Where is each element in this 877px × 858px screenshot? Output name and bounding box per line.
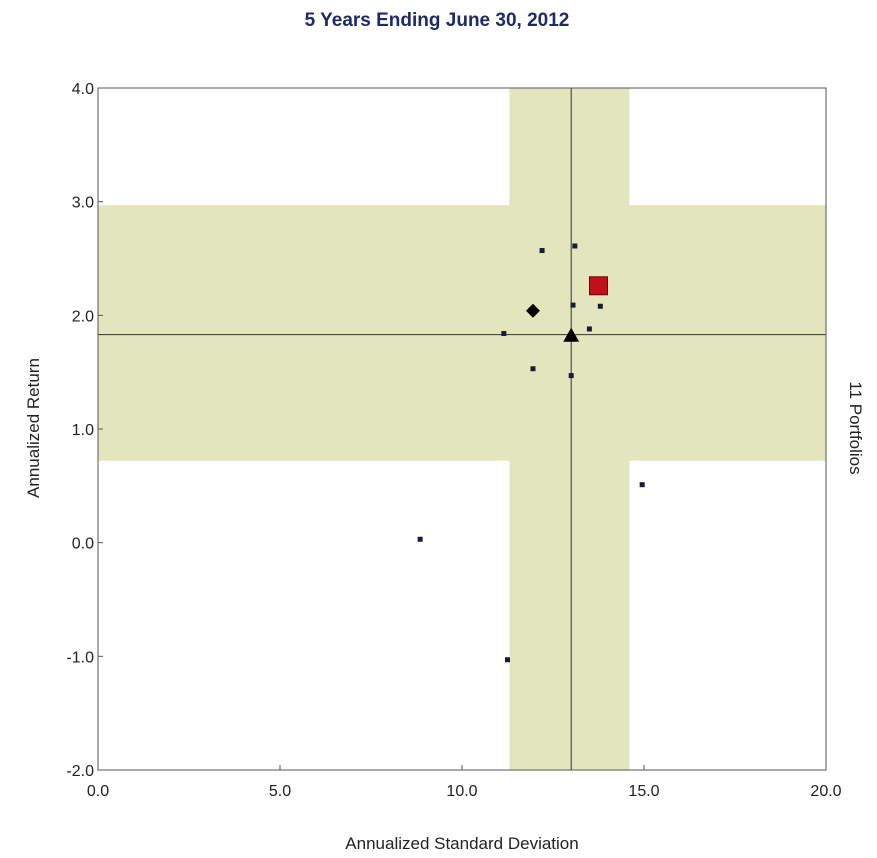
y-tick-label: 0.0 [72, 536, 94, 553]
portfolio-point [572, 243, 578, 249]
y-axis-ticks: -2.0 -1.0 0.0 1.0 2.0 3.0 4.0 [66, 81, 103, 780]
y-tick-label: 4.0 [72, 81, 94, 98]
portfolio-point [597, 303, 603, 309]
data-points [417, 243, 645, 663]
portfolio-point [505, 657, 510, 663]
y-tick-label: -1.0 [66, 649, 94, 666]
y-axis-label: Annualized Return [24, 358, 43, 498]
portfolio-point [501, 331, 507, 337]
y-tick-label: 3.0 [72, 195, 94, 212]
portfolio-point [639, 482, 645, 488]
x-tick-label: 15.0 [628, 783, 659, 800]
horizontal-band [98, 205, 826, 461]
y-tick-label: -2.0 [66, 763, 94, 780]
portfolio-point [568, 373, 574, 379]
diamond-marker [525, 303, 540, 318]
x-tick-label: 0.0 [87, 783, 109, 800]
x-tick-label: 5.0 [269, 783, 291, 800]
y-tick-label: 2.0 [72, 308, 94, 325]
portfolio-point [539, 248, 545, 254]
portfolio-count-label: 11 Portfolios [846, 381, 865, 474]
x-tick-label: 20.0 [810, 783, 841, 800]
portfolio-point [530, 366, 536, 372]
x-tick-label: 10.0 [446, 783, 477, 800]
portfolio-point [570, 302, 576, 308]
shaded-bands [98, 88, 826, 770]
triangle-marker [563, 327, 580, 342]
portfolio-point [586, 326, 592, 332]
x-axis-ticks: 0.0 5.0 10.0 15.0 20.0 [87, 765, 842, 800]
median-lines [98, 88, 826, 770]
portfolio-point [417, 536, 423, 542]
highlight-square-marker [589, 276, 608, 296]
chart-title: 5 Years Ending June 30, 2012 [305, 10, 570, 31]
x-axis-label: Annualized Standard Deviation [345, 834, 578, 853]
y-tick-label: 1.0 [72, 422, 94, 439]
